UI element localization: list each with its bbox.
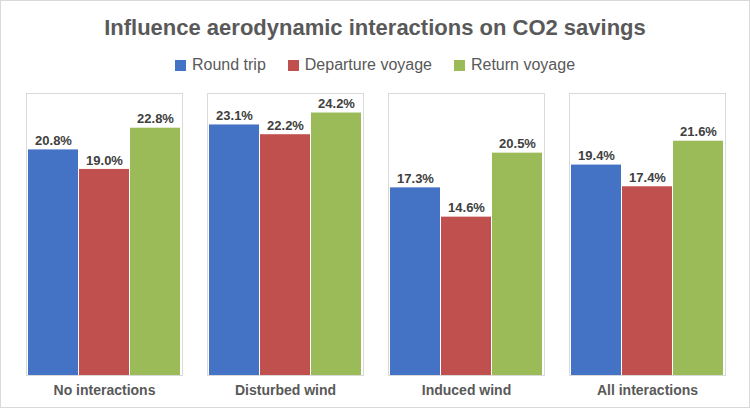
html-text:Round trip: Round trip	[192, 56, 266, 73]
svg-text:23.1%: 23.1%	[216, 108, 253, 123]
svg-text:24.2%: 24.2%	[318, 96, 355, 111]
svg-text:Induced wind: Induced wind	[422, 382, 511, 398]
svg-text:19.4%: 19.4%	[578, 148, 615, 163]
svg-text:17.4%: 17.4%	[629, 170, 666, 185]
svg-text:19.0%: 19.0%	[86, 153, 123, 168]
svg-text:14.6%: 14.6%	[448, 200, 485, 215]
svg-text:20.5%: 20.5%	[499, 136, 536, 151]
svg-text:Disturbed wind: Disturbed wind	[235, 382, 336, 398]
svg-text:All interactions: All interactions	[597, 382, 698, 398]
svg-text:No interactions: No interactions	[54, 382, 156, 398]
svg-text:20.8%: 20.8%	[35, 133, 72, 148]
svg-text:21.6%: 21.6%	[680, 124, 717, 139]
html-text:Influence aerodynamic interact: Influence aerodynamic interactions on CO…	[104, 15, 646, 40]
svg-text:22.8%: 22.8%	[137, 111, 174, 126]
svg-text:17.3%: 17.3%	[397, 171, 434, 186]
svg-text:22.2%: 22.2%	[267, 118, 304, 133]
html-text:Return voyage: Return voyage	[471, 56, 575, 73]
html-text:Departure voyage: Departure voyage	[304, 56, 432, 73]
